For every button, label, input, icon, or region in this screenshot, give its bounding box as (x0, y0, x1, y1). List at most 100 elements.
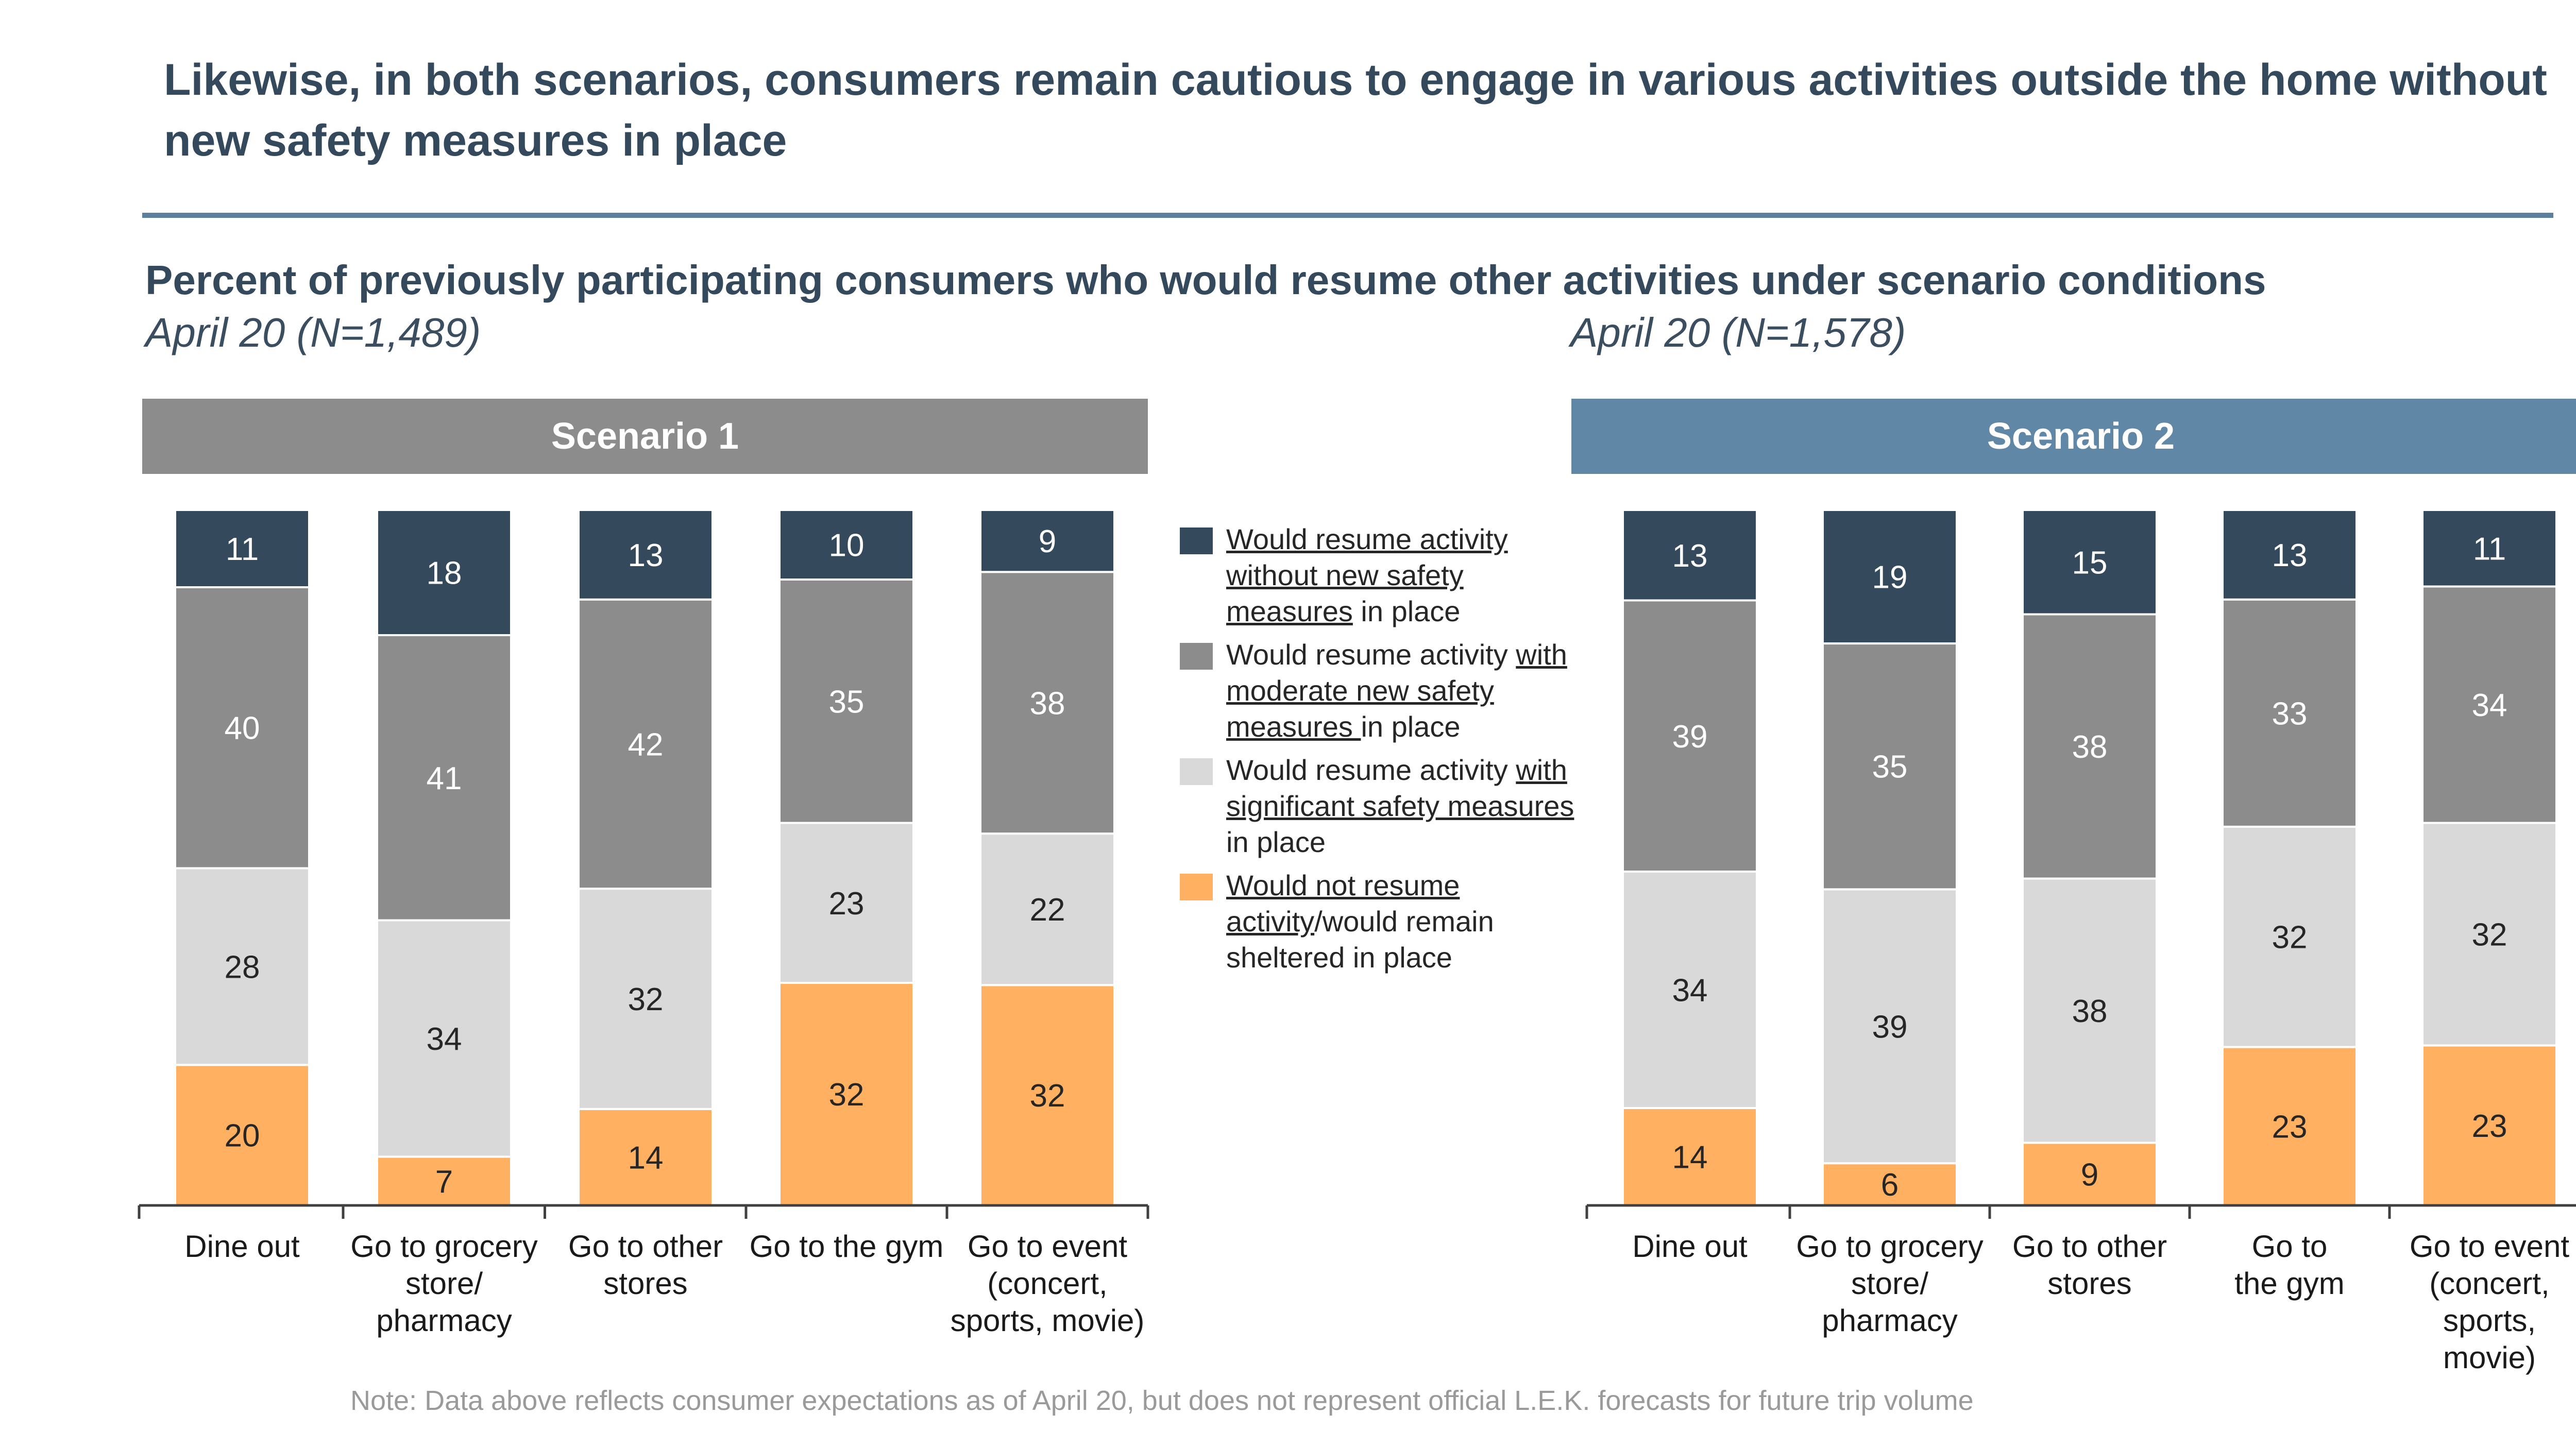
data-label: 15 (2072, 545, 2108, 581)
legend-item-not-resume: Would not resume activity/would remain s… (1180, 867, 1592, 976)
data-label: 18 (427, 556, 462, 591)
scenario1-banner: Scenario 1 (142, 399, 1148, 474)
category-label: movie) (2443, 1340, 2536, 1375)
scenario2-banner: Scenario 2 (1571, 399, 2576, 474)
page-title: Likewise, in both scenarios, consumers r… (164, 55, 2547, 165)
data-label: 35 (1872, 750, 1908, 785)
data-label: 13 (628, 538, 664, 573)
title-divider (142, 213, 2553, 218)
category-label: sports, movie) (951, 1303, 1145, 1338)
data-label: 11 (2473, 531, 2506, 567)
segment-moderate (174, 586, 310, 870)
category-label: Go to grocery (350, 1229, 538, 1264)
data-label: 32 (1030, 1078, 1065, 1114)
segment-not-resume (174, 1064, 310, 1206)
category-label: store/ (405, 1266, 483, 1301)
legend-label: Would not resume activity/would remain s… (1226, 869, 1494, 974)
segment-not-resume (979, 984, 1115, 1206)
data-label: 32 (829, 1077, 865, 1113)
data-label: 38 (2072, 729, 2108, 765)
segment-moderate (979, 571, 1115, 835)
data-label: 22 (1030, 892, 1065, 928)
segment-moderate (2022, 613, 2158, 880)
data-label: 28 (225, 949, 260, 985)
legend: Would resume activity without new safety… (1180, 521, 1592, 983)
data-label: 9 (1039, 524, 1056, 559)
category-label: sports, (2443, 1303, 2536, 1338)
category-label: the gym (2234, 1266, 2344, 1301)
legend-swatch (1180, 643, 1213, 670)
data-label: 10 (829, 528, 865, 564)
data-label: 34 (2472, 688, 2507, 723)
legend-swatch (1180, 527, 1213, 554)
legend-item-no-new-measures: Would resume activity without new safety… (1180, 521, 1592, 629)
segment-significant (979, 832, 1115, 986)
category-label: Go to event (2410, 1229, 2570, 1264)
category-label: Go to grocery (1796, 1229, 1984, 1264)
category-label: (concert, (2429, 1266, 2549, 1301)
category-label: (concert, (987, 1266, 1107, 1301)
data-label: 9 (2081, 1157, 2098, 1193)
footnote: Note: Data above reflects consumer expec… (350, 1385, 1974, 1416)
scenario1-sample: April 20 (N=1,489) (145, 310, 481, 355)
legend-item-moderate: Would resume activity with moderate new … (1180, 637, 1592, 745)
segment-no-new-measures (778, 509, 914, 581)
data-label: 20 (225, 1118, 260, 1154)
segment-not-resume (2222, 1046, 2358, 1206)
segment-no-new-measures (1622, 509, 1758, 602)
data-label: 40 (225, 711, 260, 746)
data-label: 6 (1881, 1167, 1899, 1203)
segment-moderate (1622, 599, 1758, 873)
segment-significant (174, 867, 310, 1066)
segment-not-resume (376, 1155, 512, 1206)
segment-significant (2421, 822, 2557, 1047)
data-label: 11 (226, 532, 259, 567)
legend-label: Would resume activity with moderate new … (1226, 638, 1567, 743)
data-label: 33 (2272, 696, 2308, 731)
segment-moderate (2222, 598, 2358, 828)
data-label: 13 (1672, 538, 1708, 574)
category-label: pharmacy (1822, 1303, 1957, 1338)
data-label: 19 (1872, 560, 1908, 595)
category-label: Go to other (2012, 1229, 2167, 1264)
category-label: Go to other (568, 1229, 723, 1264)
segment-significant (2022, 877, 2158, 1144)
segment-no-new-measures (376, 509, 512, 636)
chart-subtitle: Percent of previously participating cons… (145, 257, 2266, 303)
data-label: 38 (1030, 686, 1065, 721)
data-label: 34 (1672, 973, 1708, 1009)
segment-no-new-measures (578, 509, 714, 601)
category-label: Go to (2252, 1229, 2328, 1264)
scenario2-sample: April 20 (N=1,578) (1570, 310, 1906, 355)
segment-moderate (2421, 585, 2557, 824)
segment-not-resume (1622, 1107, 1758, 1206)
segment-significant (376, 919, 512, 1158)
category-label: store/ (1851, 1266, 1928, 1301)
data-label: 7 (435, 1164, 453, 1200)
data-label: 32 (2472, 917, 2507, 953)
category-label: pharmacy (376, 1303, 512, 1338)
data-label: 39 (1672, 719, 1708, 755)
segment-not-resume (2421, 1044, 2557, 1206)
data-label: 34 (427, 1022, 462, 1057)
segment-no-new-measures (979, 509, 1115, 573)
legend-item-significant: Would resume activity with significant s… (1180, 752, 1592, 860)
category-label: Dine out (184, 1229, 300, 1264)
segment-not-resume (578, 1108, 714, 1207)
category-label: Go to the gym (750, 1229, 944, 1264)
segment-no-new-measures (2022, 509, 2158, 616)
data-label: 23 (2472, 1109, 2507, 1144)
legend-swatch (1180, 874, 1213, 900)
segment-no-new-measures (1822, 509, 1958, 645)
category-label: Go to event (968, 1229, 1128, 1264)
data-label: 32 (2272, 920, 2308, 956)
category-label: Dine out (1632, 1229, 1748, 1264)
segment-no-new-measures (174, 509, 310, 588)
data-label: 42 (628, 727, 664, 762)
data-label: 14 (628, 1140, 664, 1176)
segment-no-new-measures (2421, 509, 2557, 588)
segment-moderate (1822, 642, 1958, 891)
segment-significant (1822, 888, 1958, 1165)
